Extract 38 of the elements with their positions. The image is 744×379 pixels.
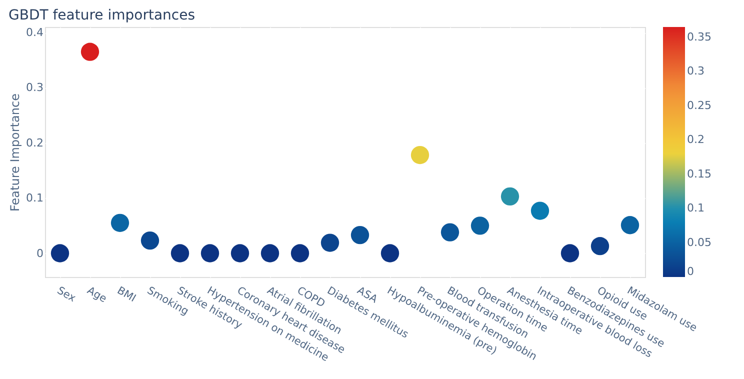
y-tick-label: 0.4 <box>26 26 44 40</box>
color-bar-label: 0.35 <box>687 30 712 44</box>
point <box>80 42 100 61</box>
point <box>170 244 190 262</box>
color-bar-label: 0.05 <box>687 236 712 249</box>
color-bar-label: 0.2 <box>687 133 704 146</box>
point <box>260 244 280 262</box>
point <box>320 234 340 252</box>
y-tick-label: 0 <box>36 246 44 260</box>
point <box>140 232 160 250</box>
point <box>440 223 460 242</box>
point <box>110 214 130 232</box>
point <box>470 216 490 235</box>
point <box>230 244 250 262</box>
point <box>410 146 430 164</box>
point <box>620 216 640 234</box>
color-bar-label: 0.15 <box>687 167 712 180</box>
point <box>530 202 550 220</box>
point <box>560 244 580 262</box>
color-bar-label: 0.1 <box>687 202 704 215</box>
y-axis-title: Feature Importance <box>8 94 22 212</box>
y-tick-label: 0.1 <box>26 192 44 205</box>
x-tick-label: BMI <box>115 284 138 305</box>
x-tick-label: Sex <box>55 284 78 305</box>
x-tick-label: Age <box>85 284 109 306</box>
color-bar-label: 0 <box>687 265 694 278</box>
color-bar-label: 0.3 <box>687 64 704 78</box>
point <box>290 244 310 262</box>
chart-title: GBDT feature importances <box>8 8 196 24</box>
point <box>200 244 220 262</box>
point <box>500 187 520 206</box>
y-tick-label: 0.2 <box>26 136 44 150</box>
color-bar-label: 0.25 <box>687 98 712 112</box>
point <box>50 244 70 262</box>
point <box>350 226 370 244</box>
point <box>590 237 610 256</box>
y-tick-label: 0.3 <box>26 81 44 94</box>
point <box>380 244 400 262</box>
